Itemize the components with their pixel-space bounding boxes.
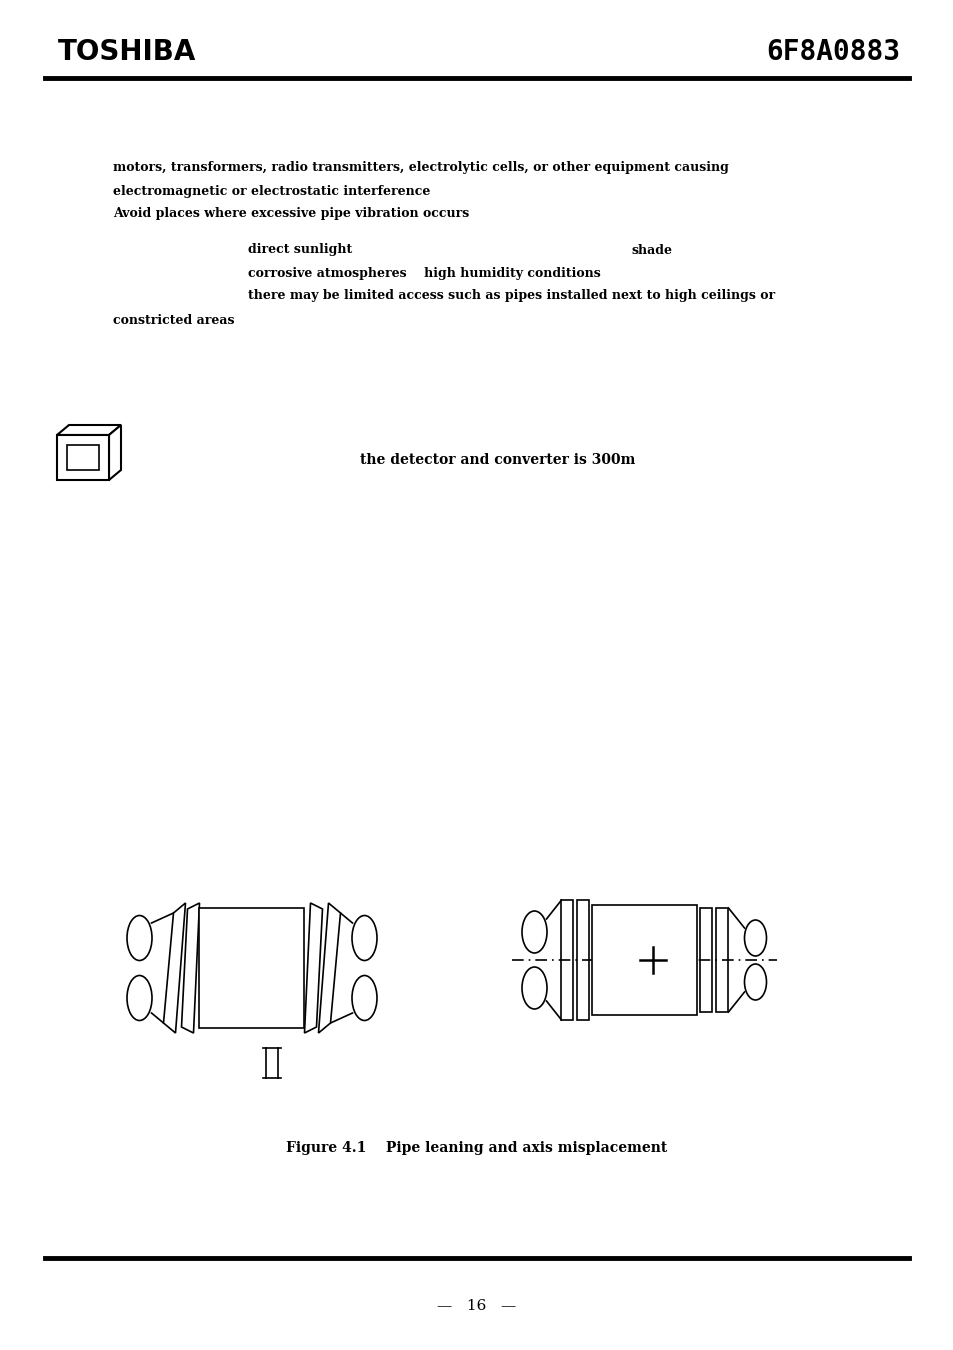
Polygon shape [304,903,322,1033]
Bar [592,904,697,1015]
Text: motors, transformers, radio transmitters, electrolytic cells, or other equipment: motors, transformers, radio transmitters… [112,162,728,174]
Text: —   16   —: — 16 — [436,1299,517,1314]
Text: electromagnetic or electrostatic interference: electromagnetic or electrostatic interfe… [112,185,430,197]
Text: Figure 4.1    Pipe leaning and axis misplacement: Figure 4.1 Pipe leaning and axis misplac… [286,1141,667,1156]
Ellipse shape [521,967,546,1008]
Ellipse shape [743,964,765,1000]
Ellipse shape [352,976,376,1021]
Text: TOSHIBA: TOSHIBA [58,38,196,66]
Text: direct sunlight: direct sunlight [248,243,352,256]
Polygon shape [163,903,185,1033]
Bar [716,909,728,1012]
Ellipse shape [521,911,546,953]
Ellipse shape [352,915,376,960]
Text: constricted areas: constricted areas [112,313,234,327]
Polygon shape [57,425,121,435]
Ellipse shape [127,976,152,1021]
Bar [67,446,99,470]
Polygon shape [109,425,121,481]
Polygon shape [318,903,340,1033]
Bar [199,909,304,1027]
Ellipse shape [743,919,765,956]
Text: shade: shade [631,243,672,256]
Bar [561,900,573,1021]
Ellipse shape [127,915,152,960]
Polygon shape [181,903,199,1033]
Text: 6F8A0883: 6F8A0883 [765,38,899,66]
Text: the detector and converter is 300m: the detector and converter is 300m [359,454,635,467]
Text: Avoid places where excessive pipe vibration occurs: Avoid places where excessive pipe vibrat… [112,207,469,220]
Text: corrosive atmospheres    high humidity conditions: corrosive atmospheres high humidity cond… [248,266,600,279]
Bar [577,900,589,1021]
Bar [700,909,712,1012]
Bar [57,435,109,481]
Text: there may be limited access such as pipes installed next to high ceilings or: there may be limited access such as pipe… [248,289,774,302]
